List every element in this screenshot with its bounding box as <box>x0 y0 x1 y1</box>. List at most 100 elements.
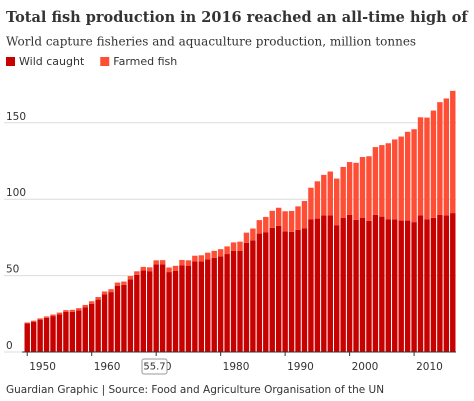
bar <box>24 323 30 352</box>
bar <box>398 220 404 352</box>
bar <box>340 166 346 218</box>
bar <box>121 281 127 285</box>
bar <box>359 157 366 218</box>
bar <box>140 270 146 352</box>
bar <box>114 282 121 286</box>
tooltip-box <box>141 358 168 375</box>
bar <box>243 232 250 243</box>
bar <box>282 231 288 352</box>
bar <box>24 322 30 324</box>
bar <box>263 216 269 233</box>
bar <box>372 147 379 215</box>
bar <box>153 260 159 265</box>
bar <box>417 117 424 216</box>
bar <box>185 265 192 352</box>
bar <box>205 252 211 260</box>
bar <box>95 296 101 300</box>
bar <box>159 260 166 265</box>
bar <box>450 90 456 214</box>
legend-swatch <box>100 57 110 66</box>
bar <box>30 320 37 322</box>
bar <box>185 260 192 266</box>
bar <box>211 250 217 258</box>
bar <box>43 316 50 318</box>
bar <box>63 310 69 312</box>
chart-title: Total fish production in 2016 reached an… <box>6 9 474 26</box>
bar <box>217 256 224 352</box>
bar <box>256 233 263 352</box>
bar <box>404 220 411 352</box>
bar <box>172 265 179 271</box>
bar <box>288 231 295 352</box>
bar <box>30 321 37 352</box>
legend-label: Farmed fish <box>113 55 177 68</box>
bar <box>37 319 43 352</box>
bar <box>424 117 430 220</box>
bar <box>379 145 385 217</box>
legend-swatch <box>6 57 15 66</box>
bar <box>88 301 95 304</box>
y-tick-label: 150 <box>6 111 26 123</box>
bar <box>63 311 69 352</box>
bar <box>404 131 411 221</box>
bar <box>192 261 198 352</box>
bar <box>282 211 288 232</box>
bar <box>230 242 237 251</box>
x-tick-label: 1950 <box>29 361 56 373</box>
bar <box>417 215 424 352</box>
bar <box>334 178 340 226</box>
bar <box>56 312 63 315</box>
bars <box>24 90 456 352</box>
bar <box>166 267 172 273</box>
bar <box>101 291 108 295</box>
bar <box>205 259 211 352</box>
bar <box>308 219 314 352</box>
bar <box>379 216 385 352</box>
x-tick-label: 1980 <box>223 361 250 373</box>
bar <box>392 219 398 352</box>
bar <box>372 214 379 352</box>
bar <box>37 318 43 320</box>
bar <box>327 171 333 216</box>
bar <box>334 225 340 352</box>
bar <box>198 261 205 352</box>
bar <box>76 308 82 311</box>
bar <box>424 219 430 352</box>
bar <box>50 314 56 317</box>
bar <box>69 311 76 352</box>
bar <box>443 215 450 352</box>
bar <box>198 255 205 262</box>
bar <box>140 266 146 271</box>
bar <box>243 242 250 352</box>
y-tick-label: 50 <box>6 264 19 276</box>
bar <box>437 102 443 215</box>
bar <box>275 207 282 226</box>
bar <box>127 276 134 280</box>
bar <box>179 265 185 352</box>
bar <box>108 292 114 352</box>
bar <box>411 222 417 352</box>
bar <box>385 143 392 220</box>
bar <box>301 201 308 229</box>
bar <box>327 215 333 352</box>
x-tick-label: 1960 <box>94 361 121 373</box>
bar <box>443 98 450 216</box>
bar <box>108 289 114 293</box>
bar <box>385 219 392 352</box>
chart-subtitle: World capture fisheries and aquaculture … <box>6 35 416 49</box>
bar <box>430 110 437 218</box>
y-tick-label: 100 <box>6 187 26 199</box>
bar <box>50 316 56 352</box>
bar <box>237 250 243 352</box>
bar <box>56 314 63 352</box>
bar <box>321 215 327 352</box>
bar <box>366 156 372 221</box>
bar <box>224 254 230 352</box>
bar <box>353 162 359 220</box>
tooltip: 55.7 <box>143 362 165 373</box>
bar <box>114 285 121 352</box>
bar <box>256 220 263 234</box>
bar <box>366 220 372 352</box>
bar <box>153 264 159 352</box>
